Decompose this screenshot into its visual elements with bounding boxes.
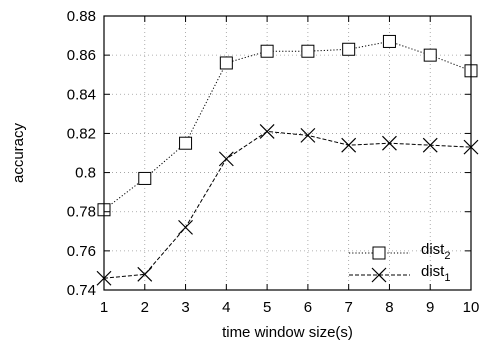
series-layer <box>96 34 479 286</box>
legend-label-dist1: dist1 <box>421 263 450 284</box>
point-dist1 <box>178 219 193 235</box>
legend-label-dist2: dist2 <box>421 241 450 262</box>
series-line-dist1 <box>103 130 472 279</box>
point-dist1 <box>300 127 316 143</box>
x-tick-label: 3 <box>181 299 189 316</box>
y-tick-label: 0.78 <box>67 204 96 221</box>
y-tick-label: 0.84 <box>67 86 96 103</box>
series-line-dist2 <box>103 40 472 211</box>
point-dist2 <box>179 136 193 150</box>
legend-marker-dist1 <box>371 267 387 283</box>
x-tick-label: 8 <box>385 299 393 316</box>
x-tick-label: 4 <box>222 299 230 316</box>
y-axis-label: accuracy <box>10 122 27 183</box>
x-tick-label: 6 <box>304 299 312 316</box>
point-dist2 <box>342 42 356 56</box>
point-dist2 <box>138 171 152 185</box>
point-dist2 <box>219 56 233 70</box>
y-tick-label: 0.74 <box>67 282 96 299</box>
point-dist2 <box>382 34 396 48</box>
plot-frame <box>103 15 472 291</box>
point-dist2 <box>301 44 315 58</box>
x-tick-label: 9 <box>426 299 434 316</box>
legend-marker-dist2 <box>372 246 386 260</box>
grid-lines <box>104 16 471 290</box>
y-tick-label: 0.88 <box>67 8 96 25</box>
point-dist1 <box>341 137 357 153</box>
x-tick-label: 7 <box>344 299 352 316</box>
point-dist2 <box>423 48 437 62</box>
tick-labels: 0.74 0.76 0.78 0.8 0.82 0.84 0.86 0.88 1 2 3 4 5 6 7 8 9… <box>67 8 480 316</box>
y-tick-label: 0.8 <box>75 165 96 182</box>
point-dist1 <box>218 151 234 167</box>
point-dist1 <box>382 135 397 151</box>
x-tick-label: 2 <box>141 299 149 316</box>
point-dist1 <box>137 266 153 282</box>
y-tick-label: 0.86 <box>67 47 96 64</box>
point-dist2 <box>260 44 274 58</box>
x-tick-label: 10 <box>463 299 480 316</box>
x-tick-label: 1 <box>100 299 108 316</box>
x-axis-label: time window size(s) <box>222 324 353 341</box>
y-tick-label: 0.76 <box>67 243 96 260</box>
point-dist1 <box>422 137 438 153</box>
point-dist1 <box>259 124 275 139</box>
y-tick-label: 0.82 <box>67 125 96 142</box>
axis-ticks <box>103 15 472 291</box>
x-tick-label: 5 <box>263 299 271 316</box>
